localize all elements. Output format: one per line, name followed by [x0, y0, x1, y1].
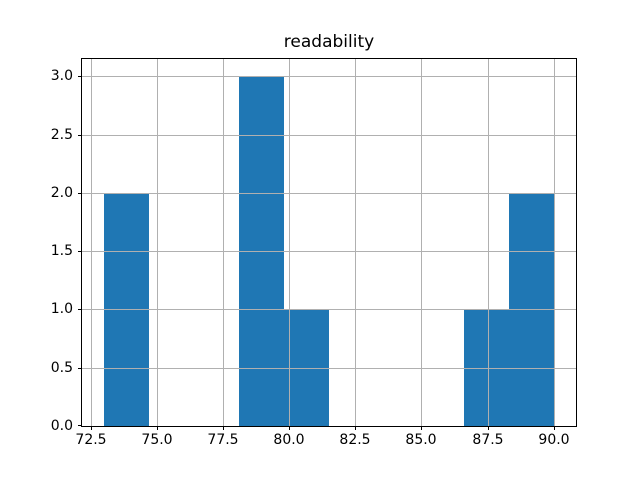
x-tick-mark	[91, 426, 92, 430]
x-tick-label: 77.5	[207, 432, 239, 448]
y-tick-mark	[78, 76, 82, 77]
gridline-horizontal	[82, 134, 576, 136]
y-tick-mark	[78, 135, 82, 136]
gridline-vertical	[156, 59, 158, 426]
x-tick-label: 87.5	[472, 432, 504, 448]
plot-area: 72.5 75.0 77.5 80.0 82.5 85.0 87.5 90.0 0.0 0.5 1.…	[51, 58, 577, 447]
y-tick-label: 2.5	[50, 127, 73, 143]
x-tick-label: 72.5	[75, 432, 107, 448]
gridline-horizontal	[82, 250, 576, 252]
x-tick-mark	[157, 426, 158, 430]
gridline-vertical	[90, 59, 92, 426]
y-tick-mark	[78, 193, 82, 194]
x-tick-label: 90.0	[538, 432, 570, 448]
x-tick-mark	[289, 426, 290, 430]
x-tick-label: 75.0	[141, 432, 173, 448]
x-tick-mark	[421, 426, 422, 430]
gridline-horizontal	[82, 75, 576, 77]
y-tick-label: 3.0	[50, 68, 73, 84]
chart-title: readability	[283, 32, 375, 52]
x-tick-mark	[355, 426, 356, 430]
x-tick-label: 82.5	[339, 432, 371, 448]
gridline-horizontal	[82, 367, 576, 369]
x-tick-label: 80.0	[273, 432, 305, 448]
gridline-horizontal	[82, 192, 576, 194]
y-tick-mark	[78, 309, 82, 310]
x-tick-mark	[488, 426, 489, 430]
gridline-vertical	[222, 59, 224, 426]
y-tick-label: 2.0	[50, 185, 73, 201]
gridline-vertical	[553, 59, 555, 426]
gridline-vertical	[487, 59, 489, 426]
y-tick-mark	[78, 368, 82, 369]
gridline-vertical	[354, 59, 356, 426]
x-tick-mark	[554, 426, 555, 430]
y-tick-mark	[78, 251, 82, 252]
y-tick-label: 1.0	[50, 301, 73, 317]
y-tick-label: 0.0	[50, 418, 73, 434]
gridline-horizontal	[82, 308, 576, 310]
gridline-vertical	[420, 59, 422, 426]
y-tick-label: 1.5	[50, 243, 73, 259]
gridline-vertical	[288, 59, 290, 426]
x-tick-label: 85.0	[405, 432, 437, 448]
y-tick-mark	[78, 425, 82, 426]
x-tick-mark	[223, 426, 224, 430]
y-tick-label: 0.5	[50, 360, 73, 376]
